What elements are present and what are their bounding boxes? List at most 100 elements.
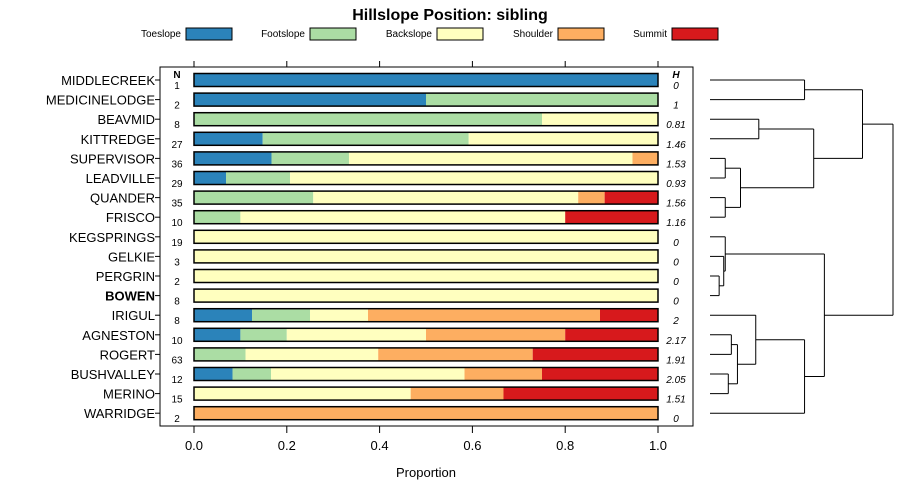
bar-segment	[600, 308, 658, 322]
bar-segment	[468, 132, 658, 146]
row-n: 10	[171, 218, 183, 229]
row-label: KITTREDGE	[81, 132, 156, 147]
bar-segment	[410, 387, 504, 401]
bar-outline	[193, 288, 659, 303]
bar-segment	[194, 171, 227, 185]
n-column-header: N	[173, 70, 180, 81]
legend: Toeslope Footslope Backslope Shoulder Summit	[141, 27, 719, 41]
row-n: 19	[171, 238, 183, 249]
row-h: 2	[672, 316, 679, 327]
bar-segment	[542, 112, 658, 126]
bar-segment	[194, 73, 658, 87]
row-h: 0	[673, 414, 679, 425]
row-h: 0	[673, 238, 679, 249]
bar-segment	[378, 347, 533, 361]
row-label: BEAVMID	[97, 112, 155, 127]
bar-segment	[194, 328, 241, 342]
bar-segment	[194, 93, 426, 107]
bar-segment	[426, 93, 658, 107]
bar-segment	[310, 308, 368, 322]
row-label: MIDDLECREEK	[61, 73, 155, 88]
row-n: 8	[174, 120, 180, 131]
bar-outline	[193, 92, 659, 107]
row-label: KEGSPRINGS	[69, 230, 155, 245]
bar-segment	[194, 347, 246, 361]
chart-title: Hillslope Position: sibling	[352, 7, 548, 24]
bar-segment	[426, 328, 566, 342]
row-n: 27	[171, 140, 183, 151]
row-n: 10	[171, 336, 183, 347]
row-h: 1	[673, 101, 679, 112]
bar-segment	[271, 367, 465, 381]
bar-segment	[194, 269, 658, 283]
bar-outline	[193, 386, 659, 401]
row-n: 2	[174, 101, 180, 112]
bar-outline	[193, 307, 659, 323]
row-n: 36	[171, 159, 183, 170]
x-tick-label: 0.4	[371, 438, 389, 453]
x-tick-label: 0.0	[185, 438, 203, 453]
row-label: MEDICINELODGE	[46, 93, 155, 108]
row-n: 2	[174, 414, 180, 425]
bar-outline	[193, 151, 659, 166]
bar-segment	[194, 367, 233, 381]
row-h: 1.56	[666, 199, 686, 210]
bar-segment	[532, 347, 658, 361]
bar-segment	[368, 308, 600, 322]
h-column-header: H	[672, 70, 680, 81]
legend-swatch	[557, 27, 605, 41]
x-tick-label: 1.0	[649, 438, 667, 453]
bar-segment	[194, 112, 542, 126]
row-n: 12	[171, 375, 183, 386]
bar-segment	[503, 387, 658, 401]
dendrogram	[710, 79, 894, 414]
bar-segment	[194, 249, 658, 263]
row-h: 1.53	[666, 159, 686, 170]
legend-swatch	[185, 27, 233, 41]
bar-segment	[240, 328, 287, 342]
bar-outline	[193, 209, 659, 225]
row-n: 8	[174, 316, 180, 327]
row-h: 2.17	[665, 336, 686, 347]
bar-outline	[193, 131, 659, 147]
legend-label: Backslope	[386, 29, 433, 40]
bar-rows: MIDDLECREEK 1 0 MEDICINELODGE 2 1 BEAVMID 8 0.81…	[46, 72, 686, 425]
bar-outline	[193, 327, 659, 343]
row-n: 8	[174, 297, 180, 308]
bar-segment	[252, 308, 310, 322]
bar-outline	[193, 249, 659, 264]
bar-segment	[194, 132, 263, 146]
row-label: SUPERVISOR	[70, 151, 155, 166]
row-label: WARRIDGE	[84, 406, 155, 421]
plot-frame	[159, 66, 694, 427]
row-n: 3	[174, 257, 180, 268]
bar-segment	[194, 308, 252, 322]
bar-segment	[194, 210, 241, 224]
row-n: 29	[171, 179, 183, 190]
legend-swatch	[309, 27, 357, 41]
bar-segment	[286, 328, 426, 342]
bar-segment	[565, 210, 658, 224]
bar-segment	[290, 171, 658, 185]
row-h: 1.91	[666, 355, 685, 366]
row-n: 15	[171, 395, 183, 406]
bar-segment	[464, 367, 542, 381]
bar-outline	[193, 190, 659, 205]
bar-segment	[232, 367, 272, 381]
x-tick-label: 0.8	[556, 438, 574, 453]
bar-segment	[313, 191, 579, 205]
row-h: 0	[673, 277, 679, 288]
row-h: 0.81	[666, 120, 685, 131]
legend-swatch	[436, 27, 484, 41]
legend-swatch	[671, 27, 719, 41]
bar-segment	[194, 387, 411, 401]
row-label: GELKIE	[108, 249, 155, 264]
row-label: BUSHVALLEY	[71, 367, 156, 382]
row-h: 0	[673, 257, 679, 268]
bar-segment	[226, 171, 291, 185]
bar-segment	[565, 328, 658, 342]
legend-label: Toeslope	[141, 29, 181, 40]
bar-outline	[193, 229, 659, 245]
row-h: 1.46	[666, 140, 686, 151]
